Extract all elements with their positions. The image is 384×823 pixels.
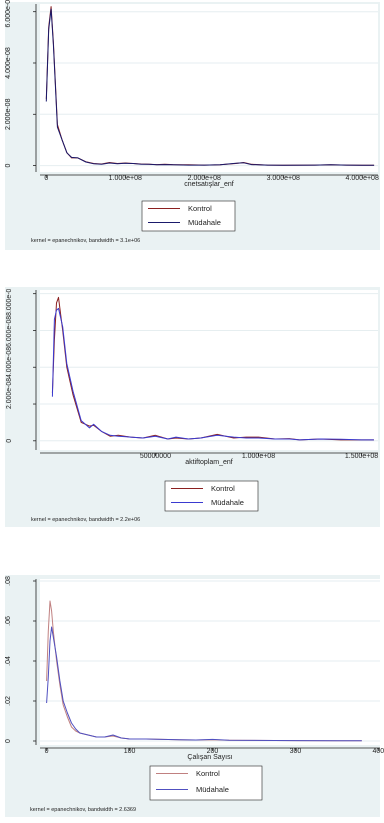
y-tick-label: .08 bbox=[5, 576, 12, 586]
legend-label: Müdahale bbox=[196, 785, 229, 794]
y-tick-label: .04 bbox=[5, 656, 12, 666]
plot-area bbox=[40, 4, 378, 172]
x-tick-label: 100 bbox=[124, 748, 136, 755]
kernel-caption-2: kernel = epanechnikov, bandwidth = 2.2e+… bbox=[31, 517, 140, 523]
density-chart-2: 2.000e-084.000e-086.000e-088.000e-0 0 5000… bbox=[0, 285, 384, 530]
x-tick-label: 1.000e+08 bbox=[242, 453, 275, 460]
density-chart-1: 02.000e-084.000e-086.000e-080 1.000e+08 2.… bbox=[0, 0, 384, 252]
legend-label: Müdahale bbox=[211, 498, 244, 507]
x-axis-label: cnetsatışlar_enf bbox=[184, 181, 233, 188]
y-tick-label: 0 bbox=[6, 439, 13, 443]
y-tick-label: 2.000e-08 bbox=[5, 98, 12, 130]
y-tick-label: .06 bbox=[5, 616, 12, 626]
x-tick-label: 1.000e+08 bbox=[109, 175, 142, 182]
x-tick-label: 400 bbox=[372, 748, 384, 755]
x-tick-label: 50000000 bbox=[140, 453, 171, 460]
chart-panel-2: 2.000e-084.000e-086.000e-088.000e-0 0 5000… bbox=[0, 285, 384, 530]
chart-panel-3: 0.02.04.06.08 0 100 200 300 400 Çalışan Sayısı… bbox=[0, 573, 384, 823]
x-axis-label: Çalışan Sayısı bbox=[187, 754, 232, 761]
plot-area bbox=[40, 579, 380, 745]
legend-label: Kontrol bbox=[211, 484, 235, 493]
y-tick-label: 2.000e-084.000e-086.000e-088.000e-0 bbox=[6, 289, 13, 409]
y-tick-label: 4.000e-08 bbox=[5, 47, 12, 79]
x-tick-label: 4.000e+08 bbox=[346, 175, 379, 182]
x-tick-label: 300 bbox=[290, 748, 302, 755]
x-tick-label: 3.000e+08 bbox=[267, 175, 300, 182]
kernel-caption-1: kernel = epanechnikov, bandwidth = 3.1e+… bbox=[31, 238, 140, 244]
x-axis-label: aktiftoplam_enf bbox=[185, 459, 233, 466]
x-tick-label: 0 bbox=[44, 175, 48, 182]
kernel-caption-3: kernel = epanechnikov, bandwidth = 2.636… bbox=[30, 807, 136, 813]
y-tick-label: 0 bbox=[5, 739, 12, 743]
y-tick-label: 6.000e-08 bbox=[5, 0, 12, 27]
y-tick-label: .02 bbox=[5, 696, 12, 706]
x-tick-label: 1.500e+08 bbox=[345, 453, 378, 460]
y-tick-label: 0 bbox=[5, 164, 12, 168]
legend-label: Kontrol bbox=[188, 204, 212, 213]
x-tick-label: 0 bbox=[45, 748, 49, 755]
chart-panel-1: 0 2.000e-08 4.000e-08 6.000e-08 0 1.000e+08 2.… bbox=[0, 0, 384, 252]
legend-label: Kontrol bbox=[196, 769, 220, 778]
legend-label: Müdahale bbox=[188, 218, 221, 227]
